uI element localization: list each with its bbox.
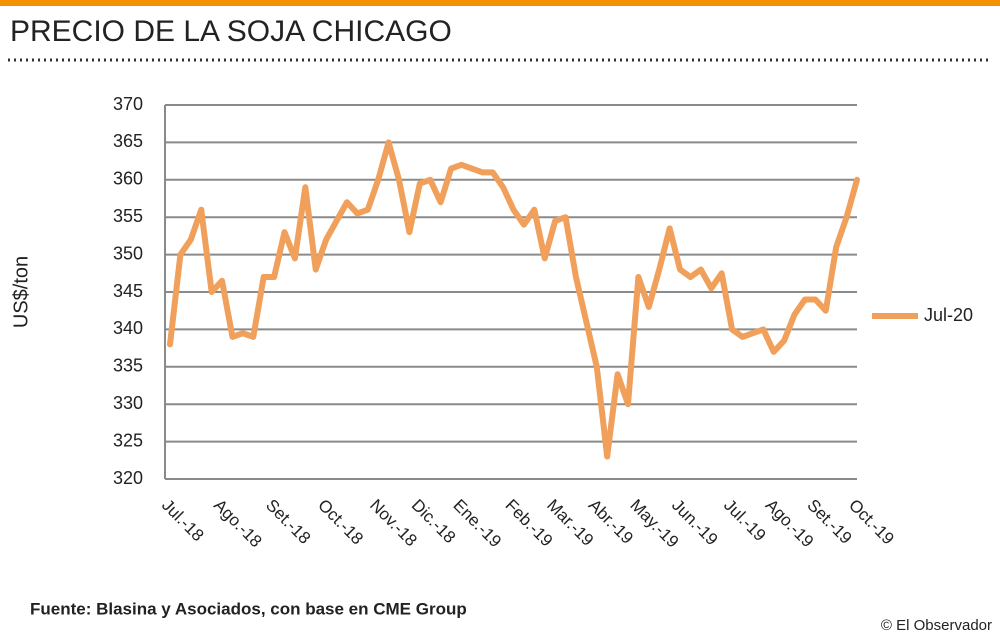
y-tick-label: 350 xyxy=(113,243,143,263)
x-tick-label: Jul.-19 xyxy=(720,496,770,546)
top-bar xyxy=(0,0,1000,6)
y-tick-label: 320 xyxy=(113,468,143,488)
source: Fuente: Blasina y Asociados, con base en… xyxy=(30,599,467,618)
x-tick-label: Oct.-18 xyxy=(314,496,367,549)
y-tick-label: 360 xyxy=(113,169,143,189)
x-tick-label: Ago.-18 xyxy=(210,496,266,552)
y-axis-label: US$/ton xyxy=(10,256,32,328)
x-tick-label: Jul.-18 xyxy=(158,496,208,546)
y-tick-label: 365 xyxy=(113,131,143,151)
y-tick-label: 325 xyxy=(113,430,143,450)
y-tick-label: 340 xyxy=(113,318,143,338)
y-tick-label: 335 xyxy=(113,356,143,376)
x-tick-label: Set.-18 xyxy=(262,496,314,548)
y-tick-label: 370 xyxy=(113,94,143,114)
y-tick-label: 330 xyxy=(113,393,143,413)
legend-label: Jul-20 xyxy=(924,305,973,325)
credit: © El Observador xyxy=(881,617,992,634)
y-tick-label: 355 xyxy=(113,206,143,226)
x-tick-label: Oct.-19 xyxy=(845,496,898,549)
chart-title: PRECIO DE LA SOJA CHICAGO xyxy=(10,15,452,48)
line xyxy=(167,139,860,460)
y-tick-label: 345 xyxy=(113,281,143,301)
x-tick-label: Ene.-19 xyxy=(449,496,505,552)
